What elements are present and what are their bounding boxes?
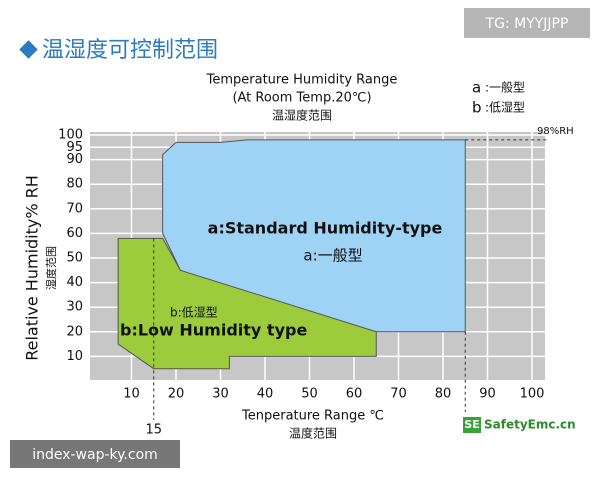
- x-tick-label: 100: [520, 387, 545, 402]
- y-tick-label: 100: [58, 128, 83, 143]
- chart-title: 温湿度范围: [272, 108, 332, 123]
- watermark: index-wap-ky.com: [32, 447, 158, 463]
- region: [117, 237, 377, 370]
- y-axis-label: Relative Humidity% RH: [23, 175, 42, 361]
- y-tick-label: 80: [66, 177, 83, 192]
- logo-text: SafetyEmc.cn: [484, 418, 576, 432]
- region-label: a:Standard Humidity-type: [208, 219, 443, 238]
- y-tick-label: 50: [66, 251, 83, 266]
- reference-label: 98%RH: [537, 126, 574, 137]
- x-tick-label: 50: [301, 387, 318, 402]
- watermark: TG: MYYJJPP: [485, 16, 569, 32]
- chart-title: Temperature Humidity Range: [206, 73, 398, 88]
- x-tick-label: 30: [212, 387, 229, 402]
- region-label: b:低湿型: [170, 305, 218, 320]
- y-axis-label: 湿度范围: [44, 246, 58, 290]
- watermark-box: [464, 8, 590, 38]
- y-tick-label: 40: [66, 275, 83, 290]
- heading: 温湿度可控制范围: [42, 38, 218, 63]
- legend-key: a: [472, 79, 481, 97]
- y-tick-label: 20: [66, 324, 83, 339]
- y-tick-label: 60: [66, 226, 83, 241]
- heading-icon: [19, 40, 38, 59]
- x-tick-label: 70: [390, 387, 407, 402]
- logo-box: [463, 417, 481, 433]
- y-tick-label: 10: [66, 349, 83, 364]
- x-tick-label: 40: [257, 387, 274, 402]
- x-tick-label: 20: [168, 387, 185, 402]
- y-tick-label: 95: [66, 140, 83, 155]
- y-tick-label: 30: [66, 300, 83, 315]
- legend-label: :一般型: [485, 80, 525, 95]
- x-tick-label: 80: [435, 387, 452, 402]
- x-tick-label: 60: [346, 387, 363, 402]
- watermark-box: [10, 440, 180, 468]
- x-tick-label: 10: [123, 387, 140, 402]
- region-label: b:Low Humidity type: [120, 321, 307, 340]
- y-tick-label: 90: [66, 152, 83, 167]
- x-axis-label: 温度范围: [289, 426, 337, 441]
- legend-key: b: [472, 99, 482, 117]
- region-label: a:一般型: [303, 247, 362, 265]
- reference-label: 15: [145, 423, 162, 438]
- x-axis-label: Tenperature Range ℃: [241, 409, 384, 424]
- chart-title: (At Room Temp.20℃): [232, 91, 371, 106]
- legend-label: :低湿型: [485, 100, 525, 115]
- x-tick-label: 90: [479, 387, 496, 402]
- logo-mark: SE: [464, 418, 479, 431]
- y-tick-label: 70: [66, 201, 83, 216]
